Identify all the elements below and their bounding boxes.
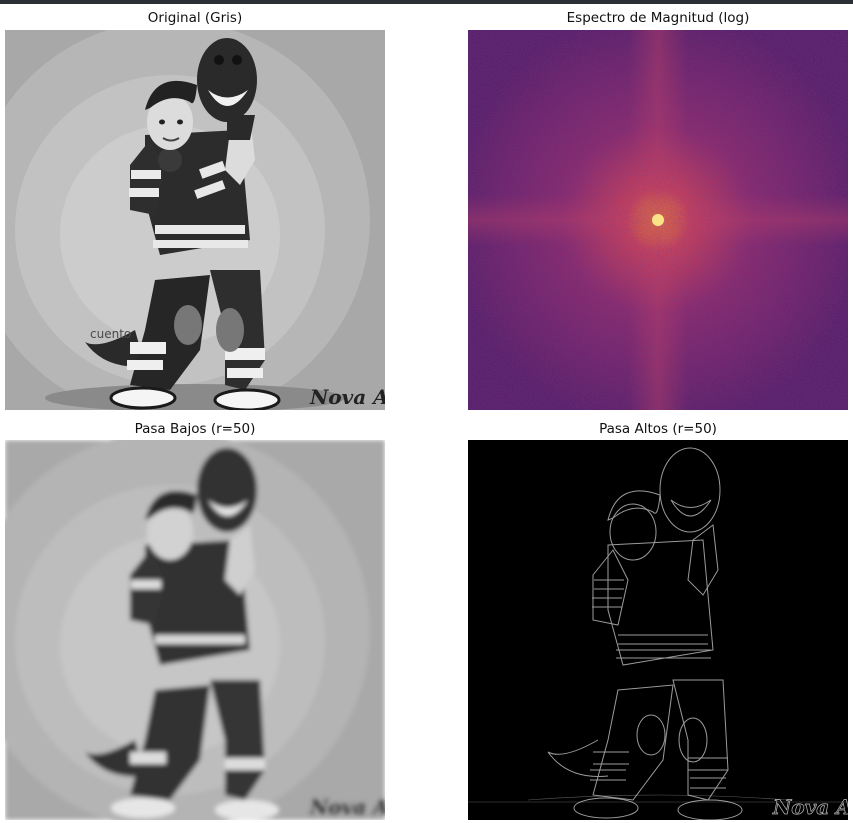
panel-title-spectrum: Espectro de Magnitud (log) [566,10,750,26]
panel-title-lowpass: Pasa Bajos (r=50) [134,421,256,437]
image-magnitude-spectrum [468,30,848,410]
signature-lowpass: Nova Art [309,795,385,819]
image-highpass-filtered: Nova Art [468,440,848,820]
panel-title-highpass: Pasa Altos (r=50) [599,421,717,437]
panel-title-original: Original (Gris) [147,10,243,26]
signature-highpass: Nova Art [772,795,848,819]
signature-original: Nova Art [309,385,385,409]
window-top-bar [0,0,853,4]
image-original-gray: cuento Nova Art [5,30,385,410]
corner-label: cuento [90,327,131,341]
image-lowpass-filtered: Nova Art [5,440,385,820]
